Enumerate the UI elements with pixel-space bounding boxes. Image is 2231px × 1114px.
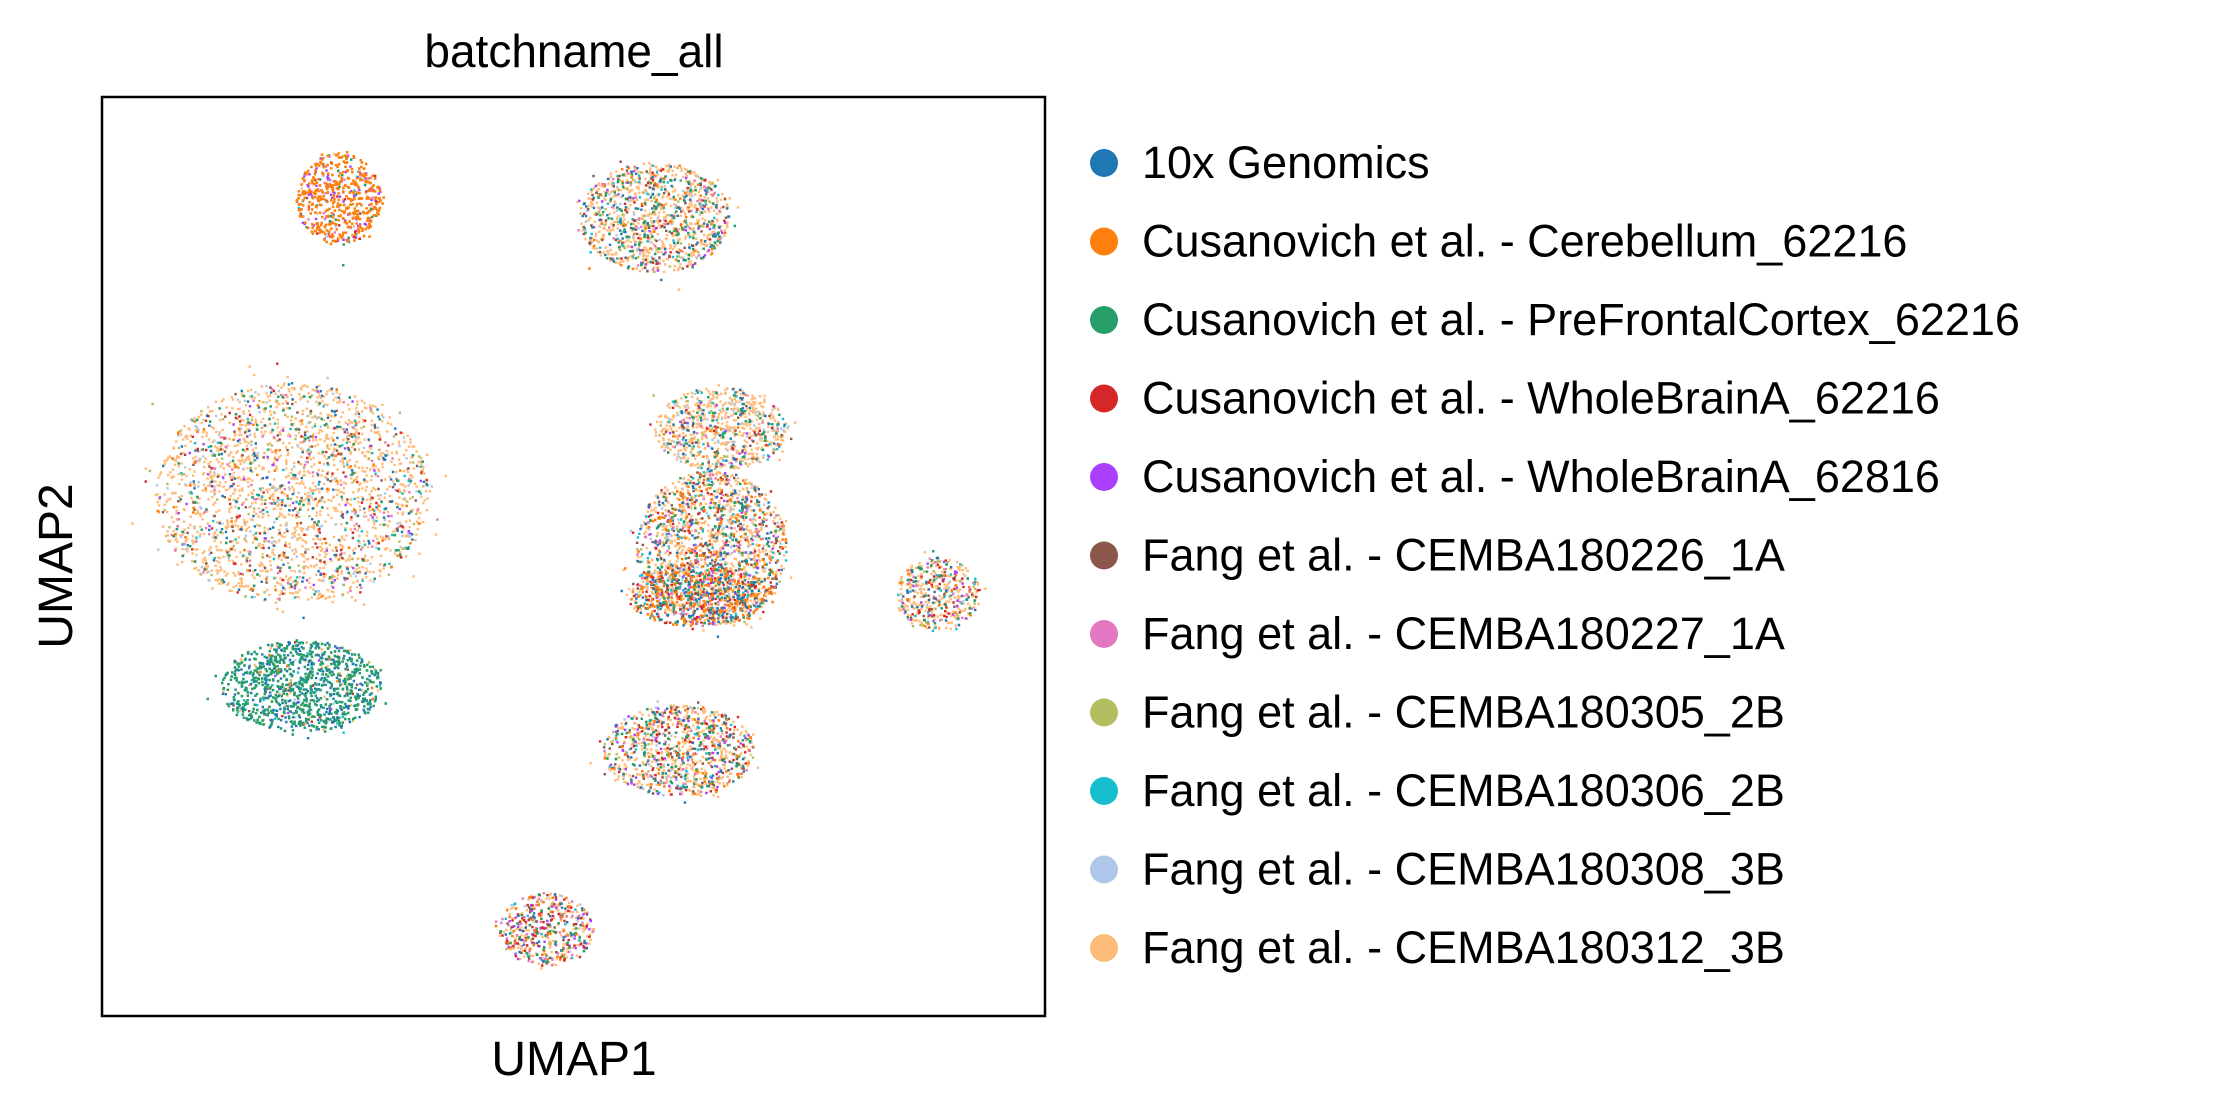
legend-marker	[1090, 620, 1118, 648]
legend-marker	[1090, 777, 1118, 805]
legend-marker	[1090, 227, 1118, 256]
legend-item: Cusanovich et al. - Cerebellum_62216	[1090, 216, 1907, 267]
scatter-point-group	[144, 161, 981, 967]
legend-item: Cusanovich et al. - WholeBrainA_62216	[1090, 373, 1940, 424]
scatter-points	[131, 151, 987, 970]
series-points	[161, 160, 974, 965]
legend-marker	[1090, 855, 1118, 884]
series-points	[180, 154, 977, 963]
legend-label: Cusanovich et al. - WholeBrainA_62816	[1142, 451, 1940, 502]
series-points	[162, 163, 977, 963]
scatter-point-group	[148, 155, 977, 958]
legend-item: Fang et al. - CEMBA180227_1A	[1090, 608, 1785, 659]
legend-label: Cusanovich et al. - PreFrontalCortex_622…	[1142, 294, 2020, 345]
legend-marker	[1090, 463, 1118, 491]
series-points	[131, 152, 987, 970]
scatter-point-group	[180, 154, 977, 963]
legend-item: Cusanovich et al. - PreFrontalCortex_622…	[1090, 294, 2020, 345]
legend-marker	[1090, 149, 1118, 177]
legend-item: Fang et al. - CEMBA180312_3B	[1090, 922, 1785, 973]
legend-label: Fang et al. - CEMBA180305_2B	[1142, 687, 1785, 738]
scatter-point-group	[162, 163, 977, 963]
legend-item: Fang et al. - CEMBA180305_2B	[1090, 687, 1785, 738]
legend-marker	[1090, 934, 1118, 962]
legend-item: Fang et al. - CEMBA180308_3B	[1090, 844, 1785, 895]
plot-frame	[100, 95, 1047, 1018]
legend-marker	[1090, 698, 1118, 727]
legend-item: Fang et al. - CEMBA180306_2B	[1090, 765, 1785, 816]
legend-label: Fang et al. - CEMBA180226_1A	[1142, 530, 1785, 581]
legend-label: Cusanovich et al. - Cerebellum_62216	[1142, 216, 1907, 267]
scatter-point-group	[155, 171, 965, 955]
legend-item: Cusanovich et al. - WholeBrainA_62816	[1090, 451, 1940, 502]
legend-marker	[1090, 306, 1118, 334]
series-points	[144, 161, 981, 967]
y-axis-label: UMAP2	[30, 483, 83, 648]
legend-label: Fang et al. - CEMBA180306_2B	[1142, 765, 1785, 816]
legend-item: Fang et al. - CEMBA180226_1A	[1090, 530, 1785, 581]
series-points	[148, 155, 977, 958]
legend-item: 10x Genomics	[1090, 137, 1430, 188]
legend-label: Fang et al. - CEMBA180227_1A	[1142, 608, 1785, 659]
legend-marker	[1090, 384, 1118, 413]
scatter-point-group	[131, 152, 987, 970]
legend-label: Fang et al. - CEMBA180312_3B	[1142, 922, 1785, 973]
legend-label: Fang et al. - CEMBA180308_3B	[1142, 844, 1785, 895]
x-axis-label: UMAP1	[491, 1033, 656, 1086]
series-points	[155, 171, 965, 955]
legend-label: Cusanovich et al. - WholeBrainA_62216	[1142, 373, 1940, 424]
legend-label: 10x Genomics	[1142, 137, 1430, 188]
legend-marker	[1090, 541, 1118, 570]
chart-title: batchname_all	[424, 25, 723, 77]
scatter-point-group	[161, 160, 974, 965]
legend: 10x Genomics Cusanovich et al. - Cerebell…	[1090, 137, 2020, 973]
